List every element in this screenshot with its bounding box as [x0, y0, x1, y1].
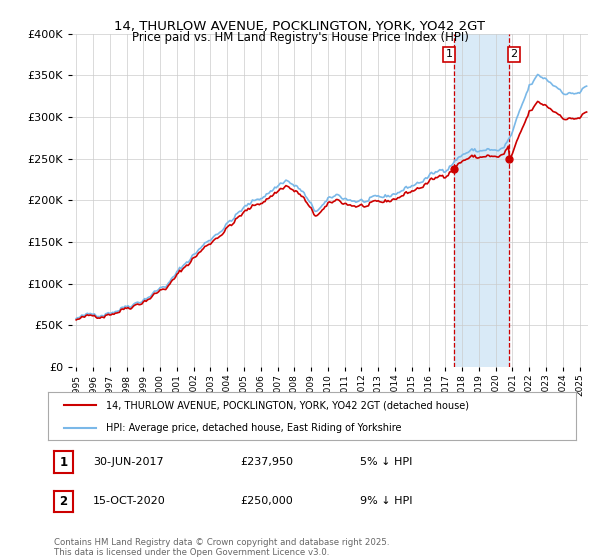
- Bar: [454, 34, 509, 367]
- Text: 2: 2: [511, 49, 517, 59]
- Text: Price paid vs. HM Land Registry's House Price Index (HPI): Price paid vs. HM Land Registry's House …: [131, 31, 469, 44]
- Text: 9% ↓ HPI: 9% ↓ HPI: [360, 496, 413, 506]
- Text: 15-OCT-2020: 15-OCT-2020: [93, 496, 166, 506]
- Text: 14, THURLOW AVENUE, POCKLINGTON, YORK, YO42 2GT: 14, THURLOW AVENUE, POCKLINGTON, YORK, Y…: [115, 20, 485, 32]
- Text: 14, THURLOW AVENUE, POCKLINGTON, YORK, YO42 2GT (detached house): 14, THURLOW AVENUE, POCKLINGTON, YORK, Y…: [106, 400, 469, 410]
- Text: Contains HM Land Registry data © Crown copyright and database right 2025.
This d: Contains HM Land Registry data © Crown c…: [54, 538, 389, 557]
- Text: HPI: Average price, detached house, East Riding of Yorkshire: HPI: Average price, detached house, East…: [106, 423, 401, 433]
- Text: 2: 2: [59, 494, 68, 508]
- Text: 1: 1: [59, 455, 68, 469]
- Text: 30-JUN-2017: 30-JUN-2017: [93, 457, 164, 467]
- Text: £250,000: £250,000: [240, 496, 293, 506]
- Text: 1: 1: [445, 49, 452, 59]
- Text: 5% ↓ HPI: 5% ↓ HPI: [360, 457, 412, 467]
- Text: £237,950: £237,950: [240, 457, 293, 467]
